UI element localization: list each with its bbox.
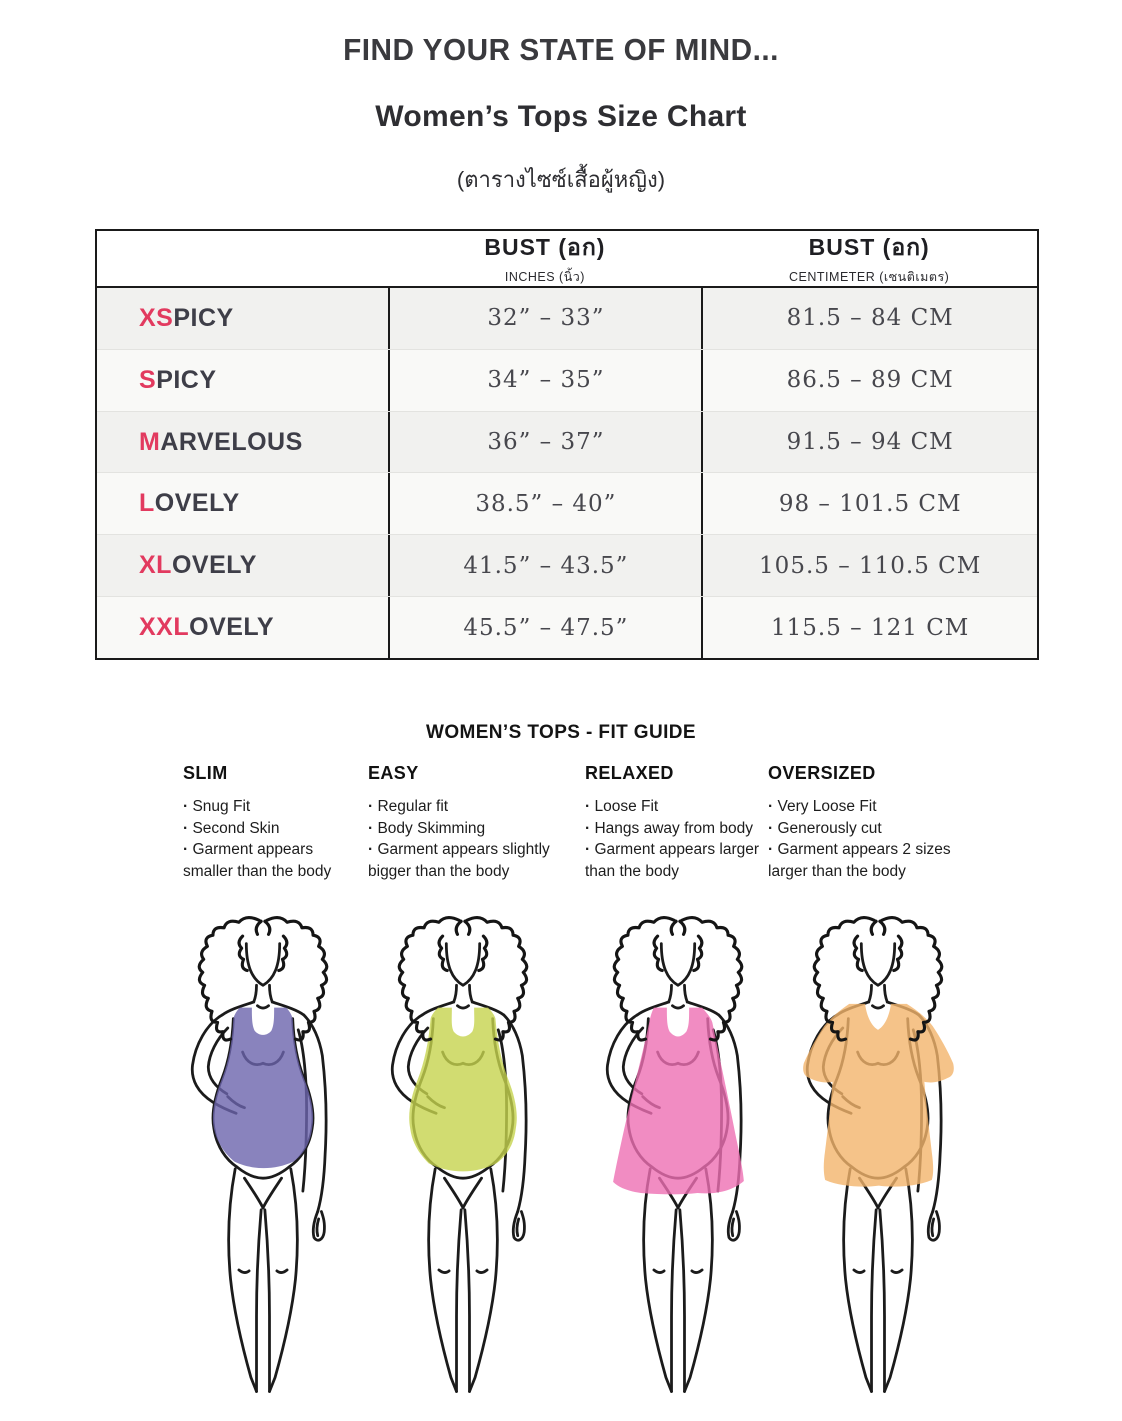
fit-column-oversized: OVERSIZED Very Loose Fit Generously cut … bbox=[768, 763, 968, 882]
figure-oversized bbox=[776, 913, 980, 1397]
fit-column-easy: EASY Regular fit Body Skimming Garment a… bbox=[368, 763, 568, 882]
fit-bullet: Body Skimming bbox=[368, 818, 568, 840]
size-label: LOVELY bbox=[139, 489, 240, 518]
table-row-spicy: SPICY 34” – 35” 86.5 – 89 CM bbox=[97, 348, 1037, 411]
woman-outline-relaxed-illustration bbox=[605, 915, 744, 1393]
table-row-lovely: LOVELY 38.5” – 40” 98 – 101.5 CM bbox=[97, 472, 1037, 535]
figure-easy bbox=[361, 913, 565, 1397]
fit-name: RELAXED bbox=[585, 763, 674, 783]
size-label: XXLOVELY bbox=[139, 613, 275, 642]
woman-outline-easy-illustration bbox=[390, 915, 529, 1393]
bust-cm-subtitle: CENTIMETER (เซนติเมตร) bbox=[789, 270, 950, 284]
bust-cm-value: 81.5 – 84 CM bbox=[786, 305, 954, 332]
fit-bullet: Garment appears 2 sizes larger than the … bbox=[768, 839, 968, 882]
bust-inches-value: 32” – 33” bbox=[487, 305, 605, 332]
oversized-tee-shape bbox=[803, 1003, 954, 1187]
fit-bullet: Loose Fit bbox=[585, 796, 765, 818]
fit-name: SLIM bbox=[183, 763, 228, 783]
fit-bullet: Hangs away from body bbox=[585, 818, 765, 840]
table-row-xlovely: XLOVELY 41.5” – 43.5” 105.5 – 110.5 CM bbox=[97, 534, 1037, 597]
easy-tank-top-shape bbox=[409, 1007, 517, 1172]
fit-name: EASY bbox=[368, 763, 419, 783]
bust-inches-value: 34” – 35” bbox=[487, 367, 605, 394]
bust-inches-value: 38.5” – 40” bbox=[475, 490, 617, 517]
size-table-header: BUST (อก) INCHES (นิ้ว) BUST (อก) CENTIM… bbox=[97, 231, 1037, 288]
page-subtitle-thai: (ตารางไซซ์เสื้อผู้หญิง) bbox=[456, 167, 666, 192]
header-cell-bust-cm: BUST (อก) CENTIMETER (เซนติเมตร) bbox=[701, 231, 1037, 286]
fit-bullet: Garment appears smaller than the body bbox=[183, 839, 355, 882]
bust-cm-value: 105.5 – 110.5 CM bbox=[759, 552, 982, 579]
fit-guide-title: WOMEN’S TOPS - FIT GUIDE bbox=[426, 722, 696, 743]
size-label: XSPICY bbox=[139, 303, 234, 332]
fit-bullet: Garment appears slightly bigger than the… bbox=[368, 839, 568, 882]
size-table: BUST (อก) INCHES (นิ้ว) BUST (อก) CENTIM… bbox=[95, 229, 1039, 660]
size-label: XLOVELY bbox=[139, 551, 257, 580]
fit-bullet: Very Loose Fit bbox=[768, 796, 968, 818]
fit-bullet: Garment appears larger than the body bbox=[585, 839, 765, 882]
bust-inches-value: 41.5” – 43.5” bbox=[463, 552, 629, 579]
header-cell-bust-inches: BUST (อก) INCHES (นิ้ว) bbox=[388, 231, 701, 286]
page-subtitle: Women’s Tops Size Chart bbox=[375, 100, 747, 133]
fit-column-slim: SLIM Snug Fit Second Skin Garment appear… bbox=[183, 763, 355, 882]
bust-inches-value: 45.5” – 47.5” bbox=[463, 614, 629, 641]
size-label: SPICY bbox=[139, 365, 217, 394]
relaxed-top-shape bbox=[613, 1007, 744, 1195]
size-label: MARVELOUS bbox=[139, 427, 303, 456]
bust-inches-subtitle: INCHES (นิ้ว) bbox=[504, 270, 585, 284]
page-title: FIND YOUR STATE OF MIND... bbox=[343, 32, 779, 67]
header-cell-empty bbox=[97, 231, 388, 286]
fit-bullet: Snug Fit bbox=[183, 796, 355, 818]
fit-bullet: Regular fit bbox=[368, 796, 568, 818]
woman-outline-slim-illustration bbox=[190, 915, 329, 1393]
size-table-body: XSPICY 32” – 33” 81.5 – 84 CM SPICY 34” … bbox=[97, 288, 1037, 658]
fit-bullet: Generously cut bbox=[768, 818, 968, 840]
fit-name: OVERSIZED bbox=[768, 763, 876, 783]
bust-cm-value: 98 – 101.5 CM bbox=[778, 490, 962, 517]
bust-cm-value: 86.5 – 89 CM bbox=[786, 367, 954, 394]
fit-bullet: Second Skin bbox=[183, 818, 355, 840]
table-row-xspicy: XSPICY 32” – 33” 81.5 – 84 CM bbox=[97, 288, 1037, 349]
fit-column-relaxed: RELAXED Loose Fit Hangs away from body G… bbox=[585, 763, 765, 882]
bust-inches-value: 36” – 37” bbox=[487, 429, 605, 456]
table-row-marvelous: MARVELOUS 36” – 37” 91.5 – 94 CM bbox=[97, 410, 1037, 473]
bust-cm-value: 91.5 – 94 CM bbox=[786, 429, 954, 456]
woman-outline-oversized-illustration bbox=[803, 915, 954, 1393]
bust-inches-title: BUST (อก) bbox=[484, 234, 606, 260]
slim-tank-top-shape bbox=[212, 1007, 314, 1169]
bust-cm-value: 115.5 – 121 CM bbox=[771, 614, 970, 641]
figure-slim bbox=[161, 913, 365, 1397]
table-row-xxlovely: XXLOVELY 45.5” – 47.5” 115.5 – 121 CM bbox=[97, 596, 1037, 658]
bust-cm-title: BUST (อก) bbox=[808, 234, 930, 260]
figure-relaxed bbox=[576, 913, 780, 1397]
